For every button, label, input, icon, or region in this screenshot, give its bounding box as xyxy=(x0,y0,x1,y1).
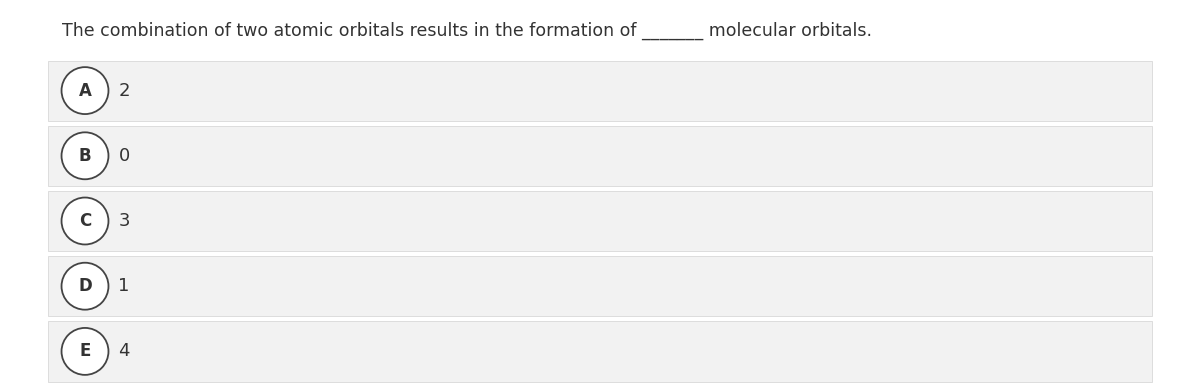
Circle shape xyxy=(61,67,108,114)
Text: 1: 1 xyxy=(119,277,130,295)
Circle shape xyxy=(61,328,108,375)
Bar xyxy=(48,321,1152,381)
Text: 4: 4 xyxy=(119,342,130,361)
Text: 2: 2 xyxy=(119,81,130,100)
Text: D: D xyxy=(78,277,92,295)
Text: A: A xyxy=(78,81,91,100)
Bar xyxy=(48,256,1152,316)
Circle shape xyxy=(61,132,108,179)
Text: The combination of two atomic orbitals results in the formation of _______ molec: The combination of two atomic orbitals r… xyxy=(62,22,872,40)
Text: E: E xyxy=(79,342,91,361)
Bar xyxy=(48,191,1152,251)
Bar xyxy=(48,61,1152,121)
Text: B: B xyxy=(79,147,91,165)
Bar xyxy=(48,126,1152,186)
Circle shape xyxy=(61,263,108,310)
Text: C: C xyxy=(79,212,91,230)
Circle shape xyxy=(61,198,108,244)
Text: 0: 0 xyxy=(119,147,130,165)
Text: 3: 3 xyxy=(119,212,130,230)
